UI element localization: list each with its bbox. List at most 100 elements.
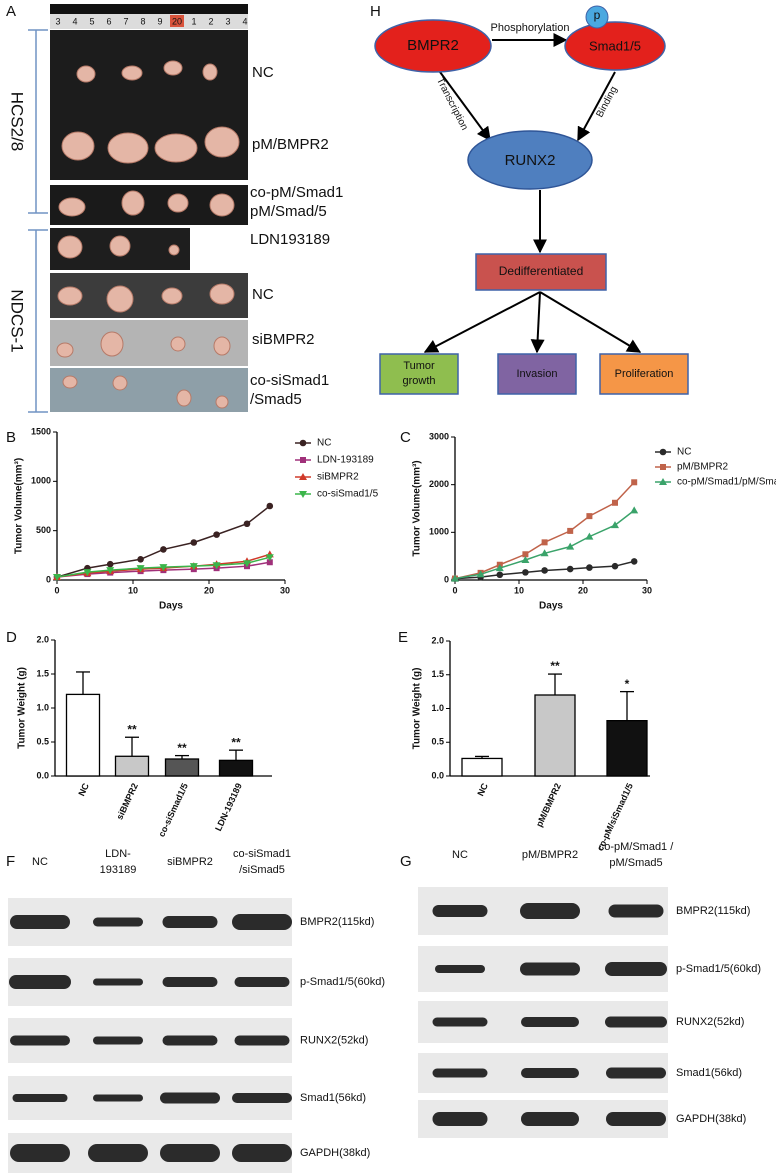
band (10, 1035, 70, 1046)
band (606, 1112, 666, 1126)
ruler-highlight (170, 15, 184, 27)
marker (160, 546, 167, 553)
tumor (100, 331, 124, 357)
band (10, 915, 70, 929)
band (10, 1144, 70, 1162)
y-tick-label: 1.0 (431, 703, 444, 713)
legend-marker (300, 457, 306, 463)
node-label: RUNX2 (505, 152, 556, 169)
row-label: /Smad5 (250, 391, 302, 408)
ruler-number: 6 (106, 16, 111, 26)
x-tick-label: NC (76, 781, 91, 797)
x-tick-label: 20 (578, 585, 588, 595)
marker (612, 499, 618, 506)
panel-label: G (400, 853, 412, 870)
x-tick-label: 10 (128, 585, 138, 595)
tumor (57, 286, 83, 306)
marker (243, 560, 251, 568)
marker (521, 555, 530, 563)
node (599, 353, 689, 395)
row-label: NC (252, 64, 274, 81)
marker (53, 574, 61, 582)
node-label: Dedifferentiated (499, 264, 584, 278)
panel-label: E (398, 629, 408, 646)
legend-label: pM/BMPR2 (677, 462, 729, 473)
tumor (62, 375, 78, 389)
photo (50, 368, 248, 412)
ruler-number: 3 (225, 16, 230, 26)
ruler-number: 4 (72, 16, 77, 26)
marker (476, 570, 485, 578)
row-label: GAPDH(38kd) (676, 1113, 746, 1125)
panel-label: F (6, 853, 15, 870)
band (162, 1035, 218, 1046)
row-label: co-siSmad1 (250, 372, 329, 389)
panel-label: C (400, 429, 411, 446)
band (162, 916, 218, 928)
marker (566, 565, 574, 573)
arrow (423, 291, 541, 353)
column-label: NC (452, 849, 468, 861)
node-label: Smad1/5 (589, 38, 641, 53)
tumor (121, 65, 143, 81)
marker (630, 558, 638, 565)
marker (495, 564, 504, 572)
node-label: growth (402, 375, 435, 387)
row-label: BMPR2(115kd) (676, 905, 750, 917)
band (606, 1067, 666, 1079)
band (9, 975, 71, 989)
ruler-number: 3 (55, 16, 60, 26)
legend-marker (299, 491, 307, 498)
row-label: Smad1(56kd) (300, 1092, 366, 1104)
marker (266, 502, 274, 510)
band (432, 905, 488, 917)
legend-marker (659, 478, 667, 485)
marker (585, 532, 594, 540)
band (234, 977, 290, 987)
marker (540, 549, 549, 557)
marker (566, 542, 575, 550)
panel-label: D (6, 629, 17, 646)
marker (451, 574, 459, 582)
ruler (50, 14, 248, 29)
marker (265, 554, 274, 562)
band (520, 962, 580, 976)
x-tick-label: siBMPR2 (114, 782, 140, 822)
row-label: RUNX2(52kd) (300, 1034, 368, 1046)
band (232, 914, 292, 930)
row-label: co-pM/Smad1 (250, 184, 343, 201)
marker (159, 564, 168, 572)
tumor (56, 342, 74, 358)
ruler-number: 7 (123, 16, 128, 26)
legend-label: siBMPR2 (317, 472, 359, 483)
column-label: co-siSmad1 (233, 848, 291, 860)
y-tick-label: 0.5 (431, 737, 444, 747)
row-label: p-Smad1/5(60kd) (676, 963, 761, 975)
significance: * (625, 677, 630, 691)
band (605, 962, 667, 976)
band (93, 917, 143, 927)
band (93, 1094, 143, 1102)
row-label: pM/Smad/5 (250, 203, 327, 220)
row-label: BMPR2(115kd) (300, 916, 374, 928)
ruler-number: 2 (208, 16, 213, 26)
marker (243, 520, 251, 528)
row-label: Smad1(56kd) (676, 1067, 742, 1079)
tumor (107, 132, 149, 164)
node-label: Tumor (403, 360, 435, 372)
tumor (121, 190, 145, 216)
y-axis-label: Tumor Volume(mm³) (14, 458, 25, 554)
marker (106, 567, 115, 575)
band (435, 965, 485, 973)
edge-label: Phosphorylation (491, 22, 570, 34)
node (564, 21, 666, 71)
column-label: /siSmad5 (239, 864, 285, 876)
node (585, 5, 609, 29)
tumor (76, 65, 96, 83)
tumor (112, 375, 128, 391)
band (521, 1017, 579, 1027)
y-axis-label: Tumor Weight (g) (412, 668, 423, 750)
x-tick-label: co-siSmad1/5 (156, 782, 190, 839)
panel-label: H (370, 3, 381, 20)
row-label: LDN193189 (250, 231, 330, 248)
